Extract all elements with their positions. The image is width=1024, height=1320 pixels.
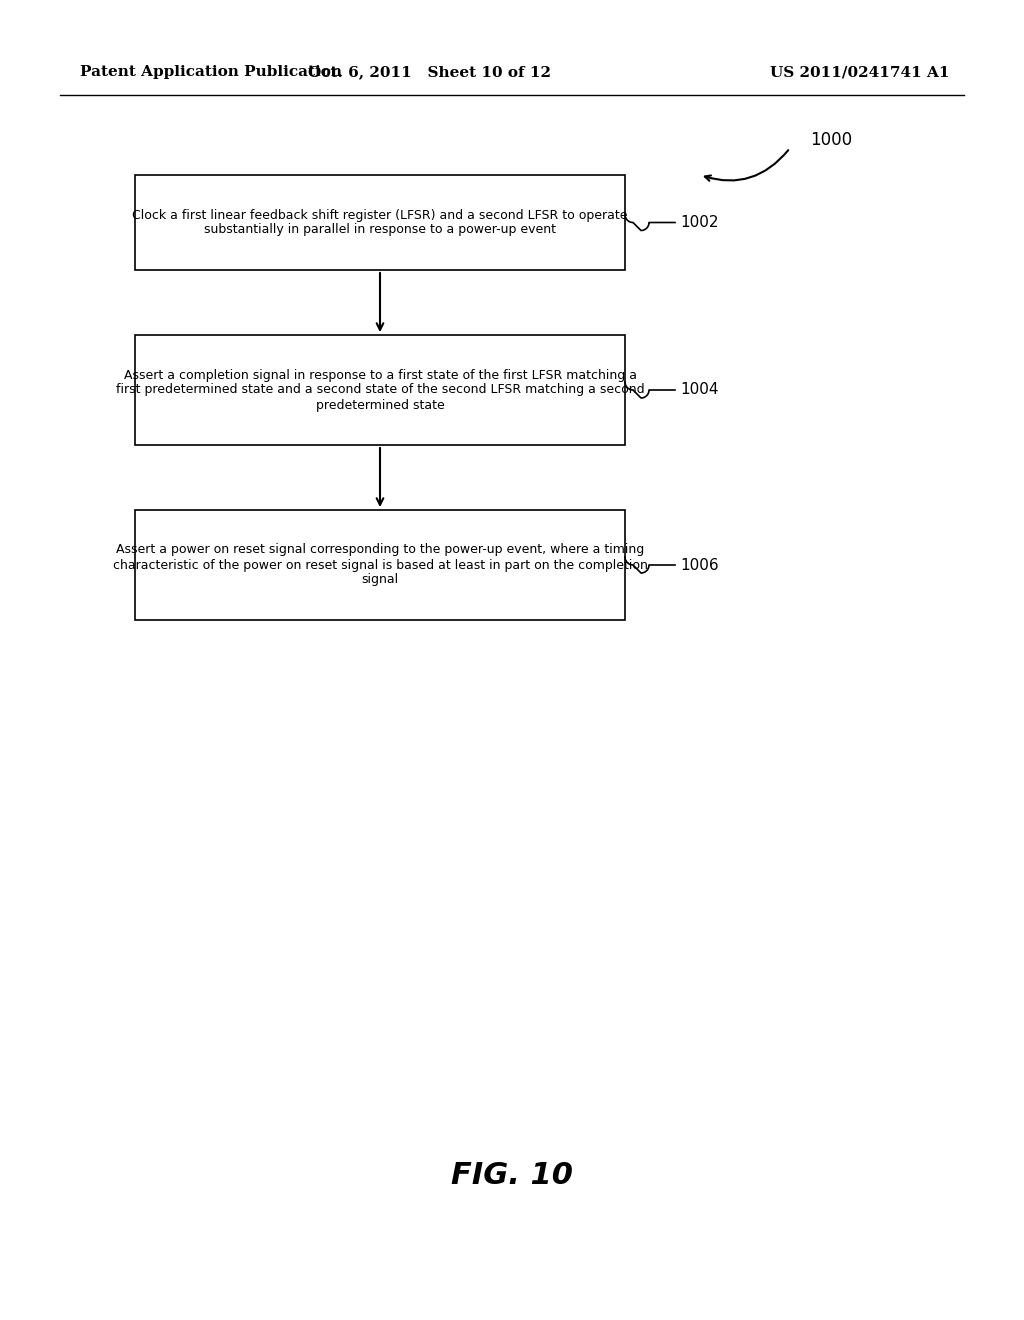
Text: Patent Application Publication: Patent Application Publication [80, 65, 342, 79]
Text: 1000: 1000 [810, 131, 852, 149]
Text: 1006: 1006 [680, 557, 719, 573]
Text: Oct. 6, 2011   Sheet 10 of 12: Oct. 6, 2011 Sheet 10 of 12 [308, 65, 552, 79]
Text: US 2011/0241741 A1: US 2011/0241741 A1 [770, 65, 950, 79]
Bar [135, 176, 625, 271]
Text: Assert a completion signal in response to a first state of the first LFSR matchi: Assert a completion signal in response t… [116, 368, 644, 412]
Text: 1002: 1002 [680, 215, 719, 230]
Text: Clock a first linear feedback shift register (LFSR) and a second LFSR to operate: Clock a first linear feedback shift regi… [132, 209, 628, 236]
Text: 1004: 1004 [680, 383, 719, 397]
Bar [135, 335, 625, 445]
Text: Assert a power on reset signal corresponding to the power-up event, where a timi: Assert a power on reset signal correspon… [113, 544, 647, 586]
Text: FIG. 10: FIG. 10 [451, 1160, 573, 1189]
Bar [135, 510, 625, 620]
